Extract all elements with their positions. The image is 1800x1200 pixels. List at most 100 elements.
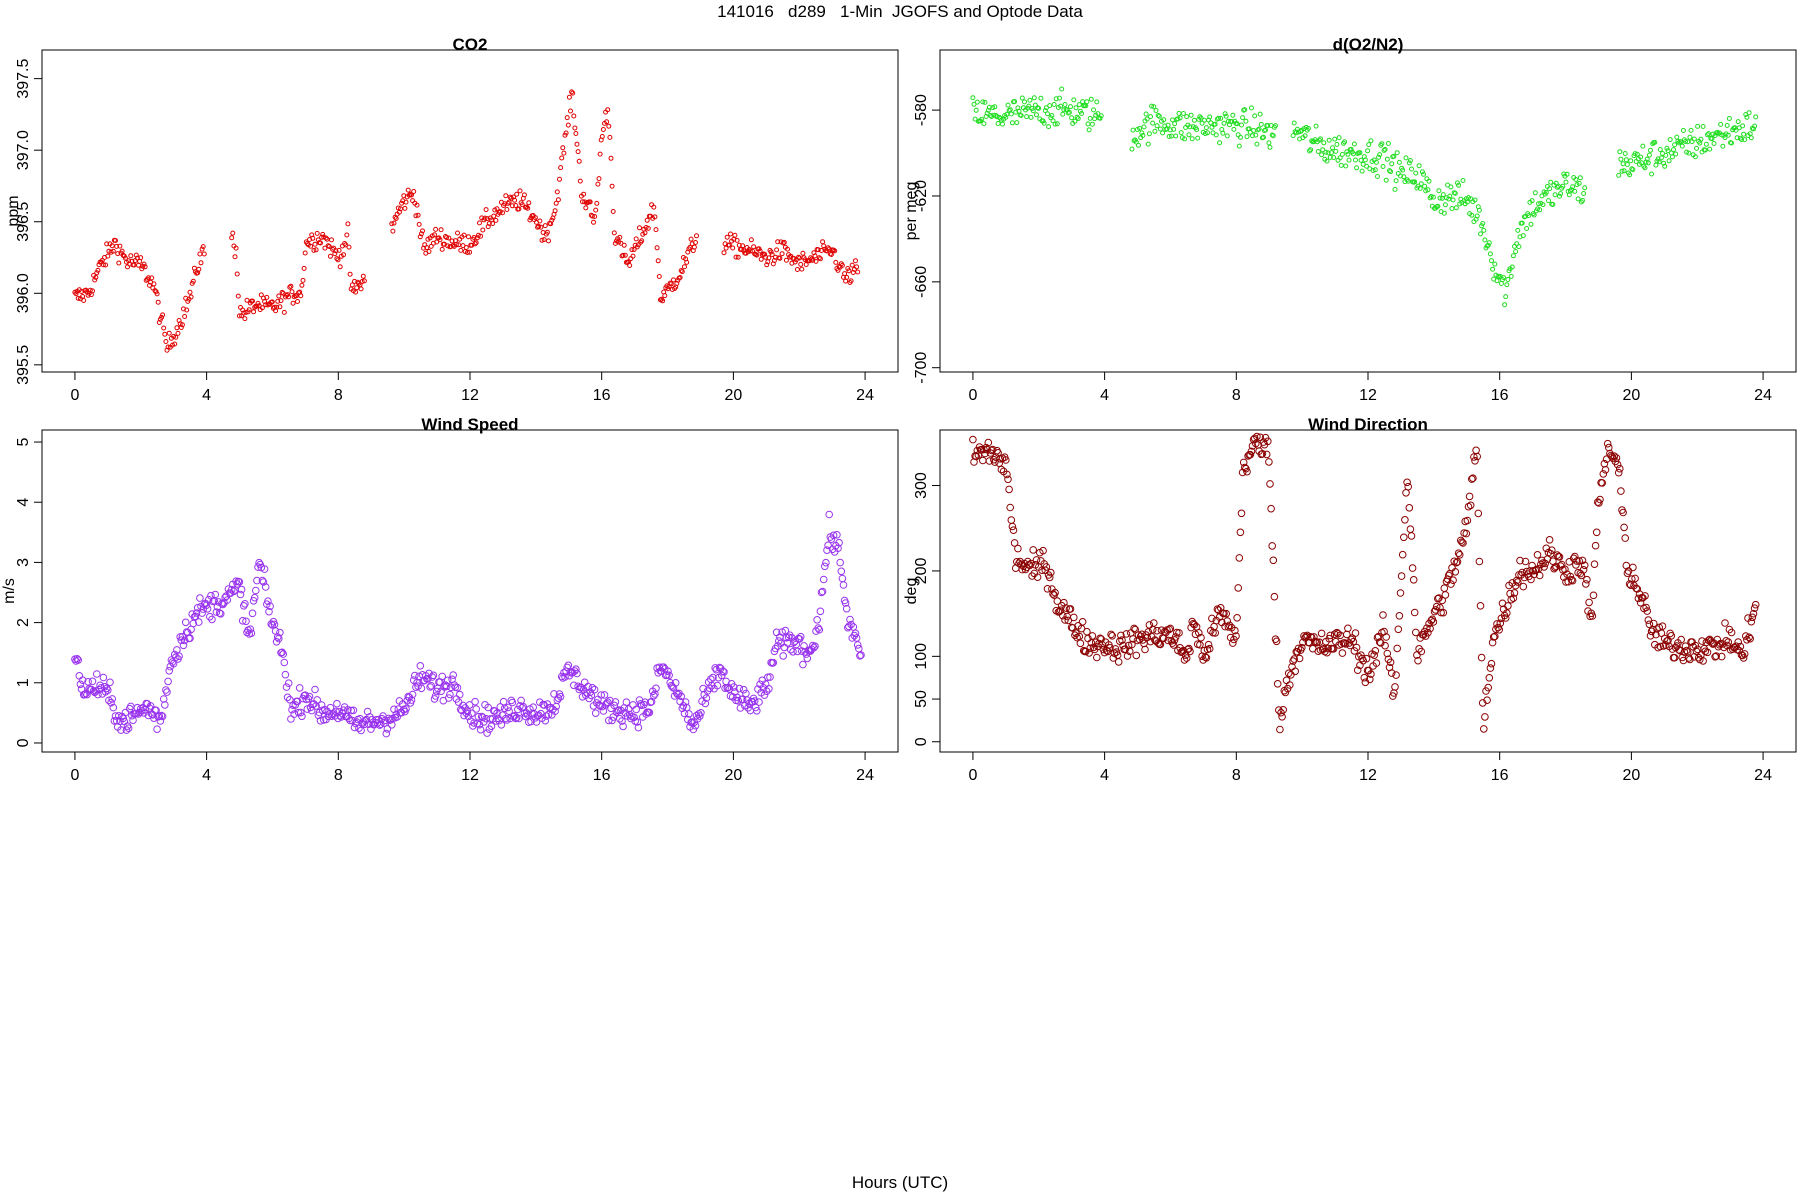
data-point xyxy=(1561,565,1569,574)
data-point xyxy=(633,718,642,726)
data-point xyxy=(606,123,612,129)
data-point xyxy=(426,683,434,691)
x-tick-label: 24 xyxy=(856,387,874,404)
data-point xyxy=(1642,603,1650,612)
data-point xyxy=(519,202,525,208)
data-point xyxy=(1222,111,1228,117)
data-point xyxy=(766,673,774,681)
data-point xyxy=(179,641,188,650)
data-point xyxy=(438,672,447,681)
data-point xyxy=(1003,470,1011,479)
data-point xyxy=(1132,651,1141,660)
data-point xyxy=(1391,683,1399,691)
data-point xyxy=(1555,553,1564,561)
data-point xyxy=(847,620,855,629)
data-point xyxy=(827,535,836,544)
data-point xyxy=(1054,121,1060,127)
data-point xyxy=(515,714,523,723)
data-point xyxy=(407,696,416,704)
data-point xyxy=(377,720,385,729)
data-point xyxy=(244,297,250,303)
data-point xyxy=(1601,466,1610,474)
data-point xyxy=(611,698,620,706)
data-point xyxy=(1624,162,1630,167)
data-point xyxy=(1734,638,1742,646)
data-point xyxy=(1157,626,1166,635)
data-point xyxy=(561,673,569,681)
y-axis-label: per meg xyxy=(903,182,920,241)
data-point xyxy=(1207,114,1213,120)
x-tick-label: 8 xyxy=(1232,387,1241,404)
data-point xyxy=(445,694,453,702)
data-point xyxy=(417,684,426,693)
data-point xyxy=(1575,196,1581,202)
data-point xyxy=(234,271,240,277)
data-point xyxy=(1531,212,1537,218)
data-point xyxy=(1438,596,1446,605)
data-point xyxy=(1141,645,1149,654)
data-point xyxy=(473,240,479,246)
x-tick-label: 8 xyxy=(334,767,343,784)
data-point xyxy=(237,585,246,594)
data-point xyxy=(418,231,424,237)
data-point xyxy=(159,314,164,320)
data-point xyxy=(1389,692,1397,700)
x-tick-label: 4 xyxy=(1100,387,1109,404)
data-point xyxy=(172,341,178,347)
data-point xyxy=(163,688,171,696)
x-tick-label: 4 xyxy=(1100,767,1109,784)
data-point xyxy=(821,562,829,571)
data-point xyxy=(570,681,578,690)
data-point xyxy=(1370,168,1376,173)
data-point xyxy=(265,302,271,308)
data-point xyxy=(1519,220,1525,226)
data-point xyxy=(258,576,267,585)
data-point xyxy=(1387,669,1396,677)
data-point xyxy=(1540,563,1548,571)
data-point xyxy=(814,624,823,632)
data-point xyxy=(1474,509,1483,518)
data-point xyxy=(1212,121,1218,127)
data-point xyxy=(449,671,458,679)
data-point xyxy=(188,294,194,300)
data-point xyxy=(360,273,366,279)
data-point xyxy=(215,609,224,617)
data-point xyxy=(1383,177,1389,183)
data-point xyxy=(165,344,171,350)
data-point xyxy=(1156,640,1165,649)
data-point xyxy=(1425,187,1431,193)
data-point xyxy=(532,718,541,726)
data-point xyxy=(974,99,980,105)
data-point xyxy=(981,449,989,458)
data-point xyxy=(1430,194,1436,200)
data-point xyxy=(1153,626,1161,635)
data-point xyxy=(1398,173,1403,179)
data-point xyxy=(343,242,349,248)
data-point xyxy=(1351,141,1357,147)
data-point xyxy=(1727,628,1736,637)
data-point xyxy=(1515,227,1521,233)
data-point xyxy=(149,275,155,281)
data-point xyxy=(820,239,826,245)
data-point xyxy=(757,248,763,254)
data-point xyxy=(109,243,115,249)
data-point xyxy=(1537,207,1543,213)
data-point xyxy=(1258,450,1267,458)
data-point xyxy=(554,189,560,195)
data-point xyxy=(1469,474,1477,483)
data-point xyxy=(1510,589,1519,597)
data-point xyxy=(1146,637,1155,646)
data-point xyxy=(603,698,612,707)
data-point xyxy=(606,696,614,705)
data-point xyxy=(115,251,121,257)
data-point xyxy=(264,294,270,300)
data-point xyxy=(779,652,788,660)
data-point xyxy=(668,281,674,287)
data-point xyxy=(242,316,248,322)
data-point xyxy=(1211,629,1219,637)
data-point xyxy=(627,263,633,268)
data-point xyxy=(1392,671,1400,679)
data-point xyxy=(1085,121,1091,127)
data-point xyxy=(1146,131,1152,137)
data-point xyxy=(1243,467,1251,476)
